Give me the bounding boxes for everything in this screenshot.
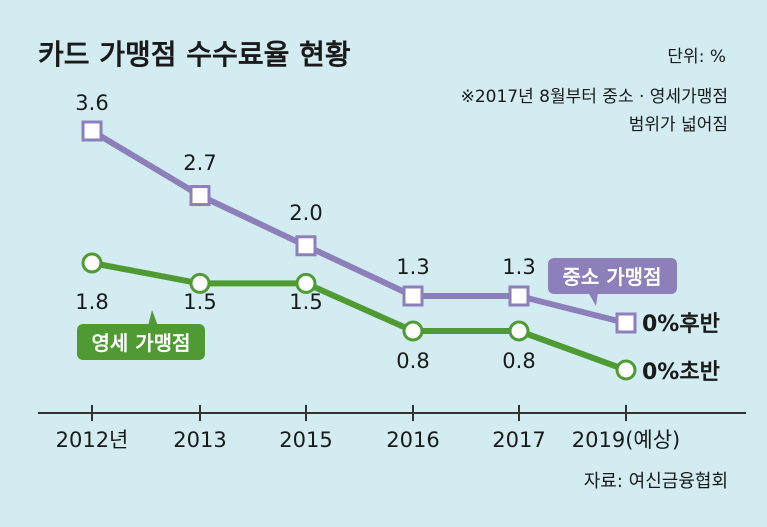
data-label: 1.3 bbox=[502, 255, 535, 279]
data-point bbox=[295, 235, 317, 257]
end-label: 0%초반 bbox=[642, 360, 720, 385]
data-label: 2.0 bbox=[289, 201, 322, 225]
data-label: 2.7 bbox=[183, 151, 216, 175]
data-point bbox=[508, 320, 530, 342]
data-point bbox=[189, 185, 211, 207]
source-note: 자료: 여신금융협회 bbox=[584, 471, 728, 492]
x-axis-ticks: 2012년 2013 2015 2016 2017 2019(예상) bbox=[56, 405, 680, 452]
data-point bbox=[615, 312, 637, 334]
data-point bbox=[189, 272, 211, 294]
series-line bbox=[90, 128, 627, 326]
unit-note: 단위: % bbox=[667, 47, 726, 67]
series-line bbox=[91, 260, 628, 373]
data-label: 1.5 bbox=[183, 290, 216, 314]
x-tick-label: 2012년 bbox=[56, 428, 129, 452]
legend-box bbox=[77, 324, 205, 360]
data-point bbox=[402, 320, 424, 342]
end-label: 0%후반 bbox=[642, 312, 720, 337]
legend-label: 영세 가맹점 bbox=[92, 331, 191, 355]
chart-title: 카드 가맹점 수수료율 현황 bbox=[38, 38, 351, 71]
data-point bbox=[615, 359, 637, 381]
legend-box bbox=[548, 258, 677, 294]
data-point bbox=[508, 285, 530, 307]
note-line-1: ※2017년 8월부터 중소 · 영세가맹점 bbox=[461, 87, 728, 107]
series-layer: 3.6 2.7 2.0 1.3 1.3 0%후반 1.8 1.5 1.5 0.8 0.8 0%초반 bbox=[75, 91, 720, 385]
data-point bbox=[402, 285, 424, 307]
x-tick-label: 2015 bbox=[279, 428, 332, 452]
data-label: 1.3 bbox=[396, 255, 429, 279]
legend-label: 중소 가맹점 bbox=[563, 265, 662, 289]
data-label: 1.8 bbox=[75, 290, 108, 314]
data-point bbox=[81, 252, 103, 274]
x-tick-label: 2017 bbox=[492, 428, 545, 452]
x-tick-label: 2016 bbox=[386, 428, 439, 452]
legend-pointer bbox=[588, 292, 598, 306]
x-tick-label: 2013 bbox=[173, 428, 226, 452]
legend-pointer bbox=[148, 310, 158, 326]
data-label: 3.6 bbox=[75, 91, 108, 115]
data-point bbox=[81, 120, 103, 142]
data-point bbox=[295, 272, 317, 294]
x-tick-label: 2019(예상) bbox=[572, 428, 680, 452]
data-label: 0.8 bbox=[502, 349, 535, 373]
note-line-2: 범위가 넓어짐 bbox=[629, 115, 728, 135]
data-label: 1.5 bbox=[289, 290, 322, 314]
data-label: 0.8 bbox=[396, 349, 429, 373]
